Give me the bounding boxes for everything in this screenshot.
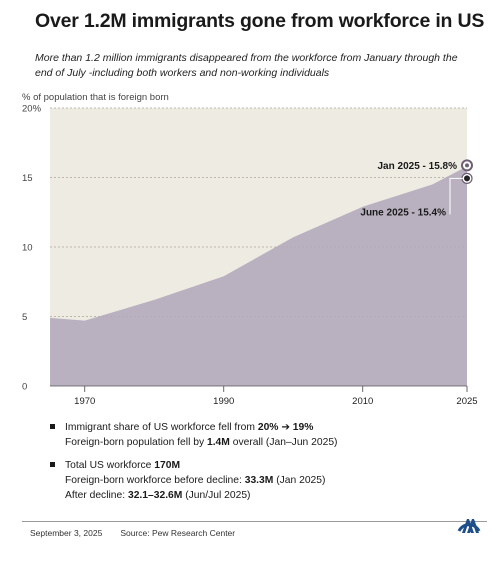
footer-source: Source: Pew Research Center [120,528,236,538]
bullet-text: (Jun/Jul 2025) [182,490,251,501]
bullet-line: Foreign-born workforce before decline: 3… [50,473,325,488]
marker-jan-2025-dot [465,163,469,168]
annotation-jun-2025: June 2025 - 15.4% [360,207,446,218]
bullet-line: After decline: 32.1–32.6M (Jun/Jul 2025) [50,488,325,503]
bullet-square-icon [50,423,55,429]
annotation-leader-line [449,177,463,215]
marker-jun-2025-dot [464,175,470,182]
footer-date: September 3, 2025 [30,528,103,538]
series-area [50,166,467,386]
y-tick-label: 20% [22,104,42,115]
footer-divider [22,521,487,522]
y-tick-label: 15 [22,173,33,184]
bullet-line: Foreign-born population fell by 1.4M ove… [50,435,338,450]
bullet-group-workforce: Total US workforce 170M Foreign-born wor… [50,458,325,503]
bullet-text: After decline: [65,490,128,501]
footer: September 3, 2025 Source: Pew Research Ce… [30,528,235,538]
bullet-bold-text: 1.4M [206,437,230,448]
y-tick-label: 5 [22,312,27,323]
x-tick-label: 1990 [213,396,234,407]
bullet-text: Total US workforce [65,460,155,471]
page-title: Over 1.2M immigrants gone from workforce… [35,10,485,32]
y-axis-label: % of population that is foreign born [22,92,169,103]
bullet-group-share: Immigrant share of US workforce fell fro… [50,420,338,450]
agency-logo-icon [457,519,481,533]
bullet-text: Foreign-born population fell by [65,437,207,448]
bullet-bold-text: 33.3M [244,475,274,486]
annotation-jan-2025: Jan 2025 - 15.8% [378,161,458,172]
bullet-bold-text: 32.1–32.6M [127,490,183,501]
page-subtitle: More than 1.2 million immigrants disappe… [35,52,458,79]
bullet-line: Total US workforce 170M [50,458,325,473]
y-tick-label: 0 [22,382,27,393]
bullet-text: (Jan 2025) [273,475,326,486]
x-tick-label: 1970 [74,396,95,407]
bullet-bold-text: 170M [154,460,181,471]
bullet-text: Immigrant share of US workforce fell fro… [65,422,258,433]
area-chart: 0 5 10 15 20% 1970 1990 2010 2025 Jan 2025 - 15.8… [22,104,478,408]
bullet-line: Immigrant share of US workforce fell fro… [50,420,338,435]
bullet-square-icon [50,461,55,467]
y-tick-label: 10 [22,243,33,254]
bullet-text: overall (Jan–Jun 2025) [229,437,338,448]
bullet-bold-text: 20% ➔ 19% [257,422,314,433]
x-tick-label: 2025 [456,396,477,407]
x-tick-label: 2010 [352,396,373,407]
bullet-text: Foreign-born workforce before decline: [65,475,245,486]
